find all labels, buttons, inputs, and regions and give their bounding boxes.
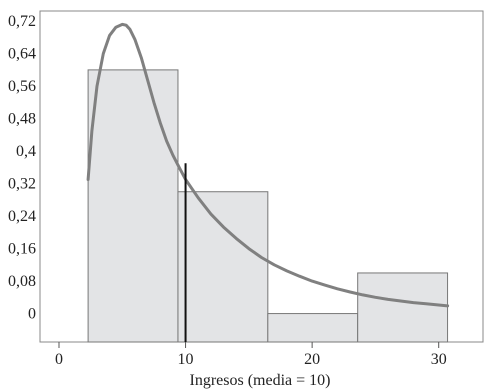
y-tick-label: 0,64 bbox=[8, 46, 36, 63]
histogram-bar bbox=[87, 69, 179, 343]
x-tick-label: 0 bbox=[55, 351, 63, 368]
x-axis-label: Ingresos (media = 10) bbox=[190, 372, 331, 389]
y-tick-label: 0,56 bbox=[8, 78, 36, 95]
y-tick-label: 0,4 bbox=[16, 143, 36, 160]
density-curve bbox=[86, 22, 450, 308]
curve-layer bbox=[86, 22, 450, 308]
y-tick-label: 0,24 bbox=[8, 208, 36, 225]
y-tick-label: 0,72 bbox=[8, 13, 36, 30]
x-tick-label: 10 bbox=[178, 351, 194, 368]
y-tick-label: 0,32 bbox=[8, 176, 36, 193]
histogram-bar bbox=[357, 272, 449, 343]
x-axis: 0 10 20 30 bbox=[55, 342, 447, 368]
x-tick-label: 30 bbox=[431, 351, 447, 368]
histogram-bar bbox=[267, 313, 359, 343]
histogram-bar bbox=[177, 191, 269, 343]
x-tick-label: 20 bbox=[304, 351, 320, 368]
y-tick-label: 0,08 bbox=[8, 273, 36, 290]
y-tick-label: 0,16 bbox=[8, 241, 36, 258]
y-tick-label: 0 bbox=[28, 306, 36, 323]
y-axis: 0 0,08 0,16 0,24 0,32 0,4 0,48 0,56 0,64 0,72 bbox=[8, 13, 36, 322]
y-tick-label: 0,48 bbox=[8, 111, 36, 128]
bars-layer bbox=[87, 69, 449, 343]
